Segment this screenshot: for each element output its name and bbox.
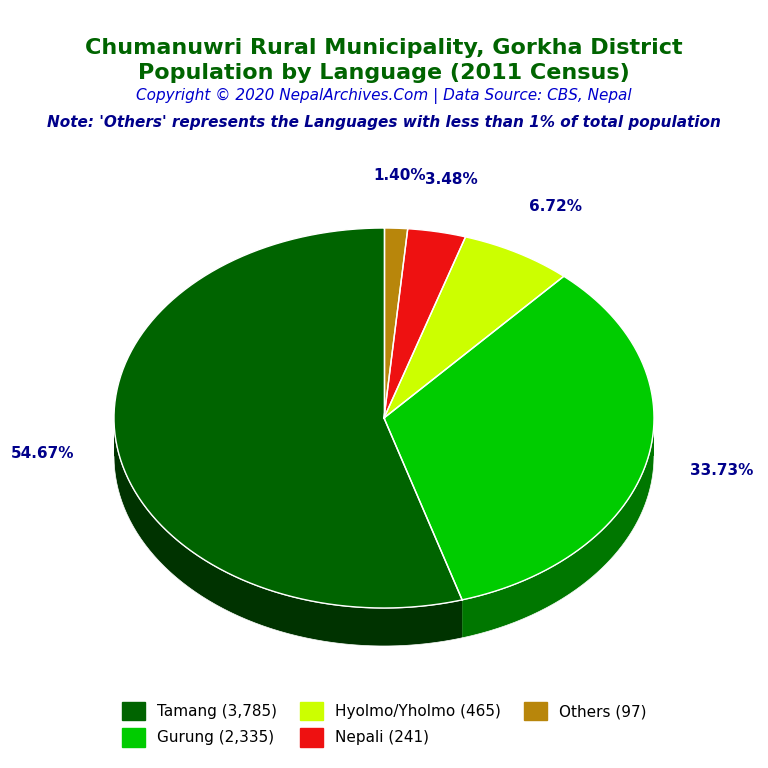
Text: 3.48%: 3.48%	[425, 172, 478, 187]
Polygon shape	[114, 228, 462, 608]
Text: Copyright © 2020 NepalArchives.Com | Data Source: CBS, Nepal: Copyright © 2020 NepalArchives.Com | Dat…	[136, 88, 632, 104]
Text: 1.40%: 1.40%	[373, 167, 425, 183]
Polygon shape	[384, 228, 408, 418]
Polygon shape	[384, 276, 654, 600]
Polygon shape	[384, 229, 465, 418]
Text: 54.67%: 54.67%	[10, 446, 74, 461]
Text: Note: 'Others' represents the Languages with less than 1% of total population: Note: 'Others' represents the Languages …	[47, 115, 721, 131]
Polygon shape	[114, 419, 462, 646]
Legend: Tamang (3,785), Gurung (2,335), Hyolmo/Yholmo (465), Nepali (241), Others (97): Tamang (3,785), Gurung (2,335), Hyolmo/Y…	[115, 696, 653, 753]
Text: Chumanuwri Rural Municipality, Gorkha District: Chumanuwri Rural Municipality, Gorkha Di…	[85, 38, 683, 58]
Text: Population by Language (2011 Census): Population by Language (2011 Census)	[138, 63, 630, 83]
Text: 33.73%: 33.73%	[690, 463, 753, 478]
Text: 6.72%: 6.72%	[528, 199, 581, 214]
Polygon shape	[462, 419, 654, 638]
Polygon shape	[384, 237, 564, 418]
